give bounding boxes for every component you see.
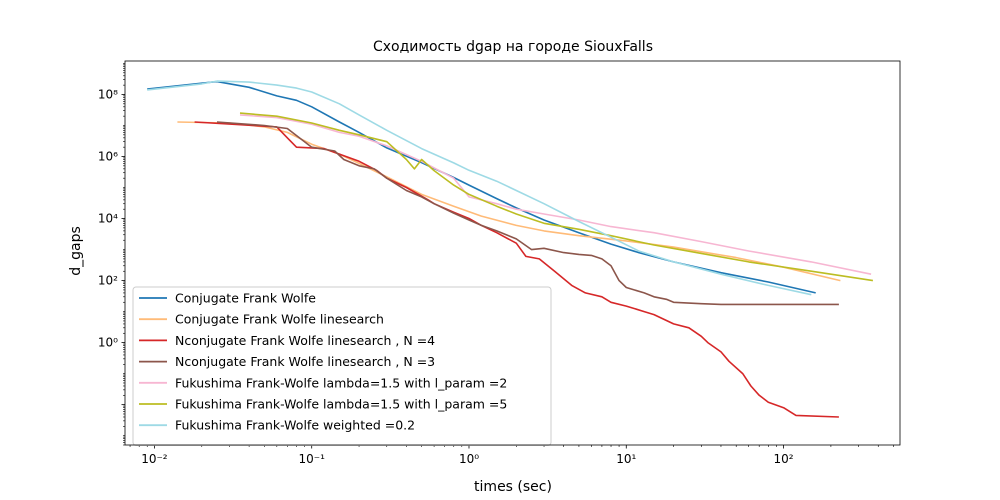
y-tick-label: 10⁴: [98, 212, 118, 226]
x-tick-label: 10⁻¹: [298, 452, 325, 466]
series-line-5: [239, 114, 872, 275]
x-tick-label: 10⁻²: [141, 452, 168, 466]
y-tick-label: 10⁸: [98, 87, 118, 101]
series-lines: [147, 80, 874, 418]
y-tick-label: 10²: [98, 274, 118, 288]
series-line-4: [216, 121, 839, 306]
legend-label-5: Fukushima Frank-Wolfe lambda=1.5 with l_…: [175, 375, 507, 390]
axes-frame: [124, 60, 901, 446]
legend-label-2: Conjugate Frank Wolfe linesearch: [175, 312, 384, 327]
legend: Conjugate Frank Wolfe Conjugate Frank Wol…: [132, 286, 552, 446]
chart-title: Сходимость dgap на городе SiouxFalls: [373, 39, 653, 55]
legend-label-4: Nconjugate Frank Wolfe linesearch , N =3: [175, 354, 435, 369]
x-tick-label: 10⁰: [459, 452, 479, 466]
x-tick-label: 10²: [774, 452, 794, 466]
legend-label-1: Conjugate Frank Wolfe: [175, 291, 316, 306]
series-line-6: [239, 112, 874, 282]
series-line-2: [177, 121, 841, 282]
y-axis-ticks: 10⁰ 10² 10⁴ 10⁶ 10⁸: [98, 63, 125, 446]
legend-label-3: Nconjugate Frank Wolfe linesearch , N =4: [175, 333, 435, 348]
legend-label-7: Fukushima Frank-Wolfe weighted =0.2: [175, 418, 415, 433]
x-tick-label: 10¹: [616, 452, 636, 466]
y-axis-label: d_gaps: [68, 226, 84, 276]
y-tick-label: 10⁶: [98, 150, 118, 164]
x-axis-ticks: 10⁻² 10⁻¹ 10⁰ 10¹ 10²: [129, 445, 894, 466]
x-axis-label: times (sec): [474, 479, 552, 495]
series-line-7: [147, 80, 812, 296]
legend-label-6: Fukushima Frank-Wolfe lambda=1.5 with l_…: [175, 397, 507, 412]
y-tick-label: 10⁰: [98, 336, 118, 350]
